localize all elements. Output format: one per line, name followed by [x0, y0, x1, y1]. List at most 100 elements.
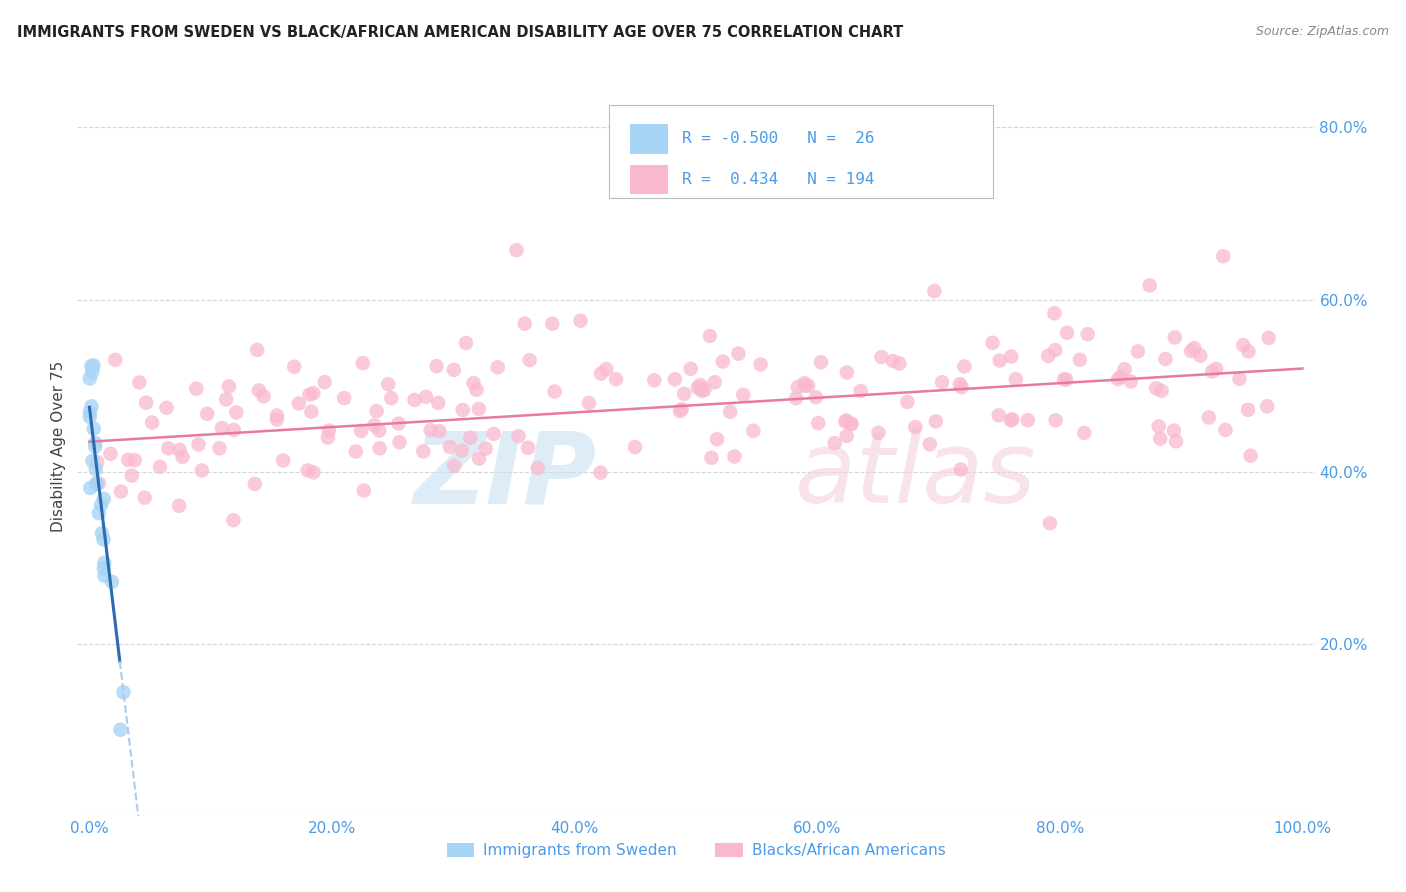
Text: Source: ZipAtlas.com: Source: ZipAtlas.com	[1256, 25, 1389, 38]
Point	[110, 484, 132, 499]
Point	[247, 384, 270, 398]
Point	[128, 376, 150, 390]
Point	[693, 383, 716, 397]
Point	[643, 373, 665, 387]
Point	[1237, 402, 1260, 417]
Point	[443, 458, 465, 473]
Point	[463, 376, 485, 390]
Point	[110, 723, 132, 737]
Point	[404, 392, 426, 407]
Point	[711, 354, 734, 368]
Point	[700, 450, 723, 465]
Point	[1164, 330, 1187, 344]
Point	[839, 417, 862, 431]
Point	[425, 359, 447, 374]
Point	[299, 405, 322, 419]
Point	[121, 468, 143, 483]
Point	[541, 317, 564, 331]
Point	[733, 388, 755, 402]
Point	[318, 424, 340, 438]
Point	[84, 440, 107, 454]
Point	[807, 416, 830, 430]
Point	[835, 413, 858, 427]
Point	[1045, 343, 1067, 357]
Point	[1237, 344, 1260, 359]
Point	[86, 477, 108, 491]
Point	[83, 422, 105, 436]
Point	[222, 423, 245, 437]
Point	[925, 414, 948, 428]
Point	[155, 401, 177, 415]
Point	[870, 350, 893, 364]
Point	[297, 463, 319, 477]
Point	[1017, 413, 1039, 427]
Point	[797, 378, 820, 392]
Point	[1144, 381, 1167, 395]
Point	[786, 380, 808, 394]
Point	[450, 443, 472, 458]
Point	[742, 424, 765, 438]
Point	[101, 574, 124, 589]
Point	[93, 556, 115, 570]
Point	[1001, 412, 1024, 426]
Point	[266, 412, 288, 426]
Point	[82, 359, 104, 373]
Point	[454, 336, 477, 351]
Point	[804, 390, 827, 404]
Point	[215, 392, 238, 407]
Point	[686, 380, 709, 394]
Point	[988, 353, 1011, 368]
Point	[868, 425, 890, 440]
Point	[486, 360, 509, 375]
Point	[949, 462, 972, 476]
Point	[1212, 249, 1234, 263]
Point	[93, 533, 115, 547]
Point	[439, 440, 461, 454]
Point	[172, 450, 194, 464]
Point	[749, 358, 772, 372]
Point	[526, 461, 548, 475]
Point	[134, 491, 156, 505]
Point	[87, 476, 110, 491]
Point	[1126, 344, 1149, 359]
Point	[246, 343, 269, 357]
Point	[1000, 413, 1022, 427]
Point	[931, 376, 953, 390]
Point	[187, 437, 209, 451]
Point	[896, 395, 918, 409]
Point	[889, 356, 911, 370]
Point	[482, 426, 505, 441]
Point	[1073, 425, 1095, 440]
Point	[918, 437, 941, 451]
Point	[793, 376, 815, 391]
Point	[1045, 413, 1067, 427]
Point	[508, 429, 530, 443]
Point	[124, 453, 146, 467]
Point	[1054, 372, 1077, 386]
Point	[882, 354, 904, 368]
Point	[519, 353, 541, 368]
Point	[82, 454, 104, 468]
Point	[302, 386, 325, 401]
Point	[169, 442, 191, 457]
Point	[79, 409, 101, 424]
Point	[468, 401, 491, 416]
Point	[1005, 372, 1028, 386]
Point	[112, 685, 135, 699]
Point	[1180, 344, 1202, 359]
Point	[589, 367, 612, 381]
Point	[624, 440, 647, 454]
Point	[904, 420, 927, 434]
Bar	[630, 124, 668, 153]
Point	[186, 382, 208, 396]
Point	[266, 409, 288, 423]
Point	[283, 359, 305, 374]
Text: ZIP: ZIP	[413, 427, 598, 524]
Text: R = -0.500   N =  26: R = -0.500 N = 26	[682, 131, 875, 146]
Point	[1229, 372, 1251, 386]
Point	[353, 483, 375, 498]
Point	[141, 416, 163, 430]
Point	[669, 404, 692, 418]
Point	[451, 403, 474, 417]
Point	[703, 376, 725, 390]
